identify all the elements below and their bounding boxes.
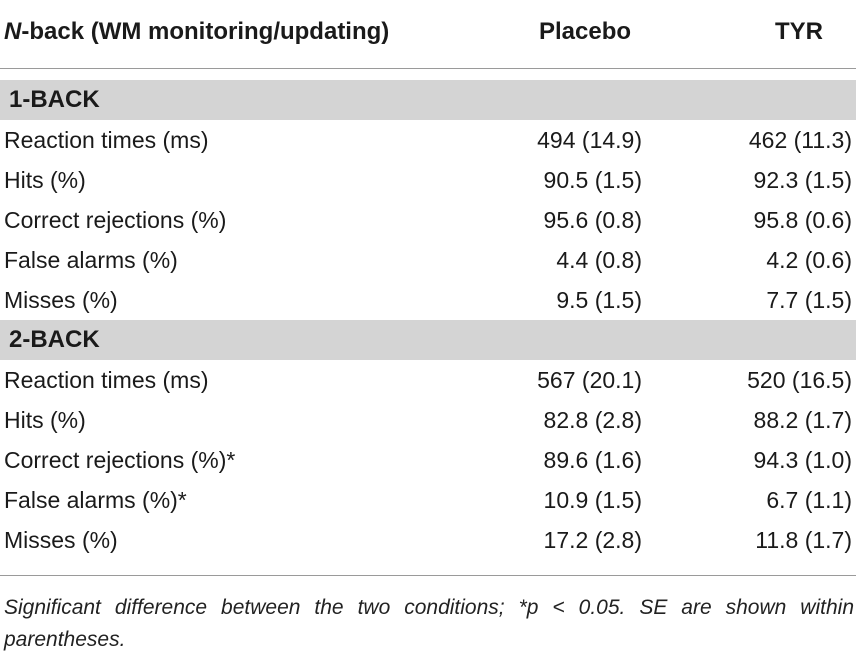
table-row: Misses (%) 17.2 (2.8) 11.8 (1.7) bbox=[0, 520, 856, 560]
table-row: Hits (%) 90.5 (1.5) 92.3 (1.5) bbox=[0, 160, 856, 200]
tyr-cell: 11.8 (1.7) bbox=[755, 527, 852, 553]
table-row: False alarms (%)* 10.9 (1.5) 6.7 (1.1) bbox=[0, 480, 856, 520]
table-row: Hits (%) 82.8 (2.8) 88.2 (1.7) bbox=[0, 400, 856, 440]
tyr-cell: 520 (16.5) bbox=[747, 367, 852, 393]
tyr-cell: 88.2 (1.7) bbox=[753, 407, 852, 433]
placebo-cell: 4.4 (0.8) bbox=[556, 247, 642, 273]
section-2-back: 2-BACK bbox=[0, 320, 856, 360]
tyr-cell: 7.7 (1.5) bbox=[766, 287, 852, 313]
measure-cell: Correct rejections (%) bbox=[4, 207, 227, 233]
tyr-cell: 94.3 (1.0) bbox=[753, 447, 852, 473]
placebo-cell: 82.8 (2.8) bbox=[543, 407, 642, 433]
placebo-cell: 9.5 (1.5) bbox=[556, 287, 642, 313]
tyr-cell: 4.2 (0.6) bbox=[766, 247, 852, 273]
placebo-cell: 567 (20.1) bbox=[537, 367, 642, 393]
header-task-rest: -back (WM monitoring/updating) bbox=[21, 18, 390, 45]
placebo-cell: 90.5 (1.5) bbox=[543, 167, 642, 193]
header-divider bbox=[0, 68, 856, 69]
table-row: Correct rejections (%)* 89.6 (1.6) 94.3 … bbox=[0, 440, 856, 480]
section-label: 1-BACK bbox=[9, 86, 100, 113]
table-row: Reaction times (ms) 494 (14.9) 462 (11.3… bbox=[0, 120, 856, 160]
tyr-cell: 95.8 (0.6) bbox=[753, 207, 852, 233]
table-row: Reaction times (ms) 567 (20.1) 520 (16.5… bbox=[0, 360, 856, 400]
header-task-italic: N bbox=[4, 18, 22, 45]
tyr-cell: 92.3 (1.5) bbox=[753, 167, 852, 193]
footer-divider bbox=[0, 575, 856, 576]
placebo-cell: 89.6 (1.6) bbox=[543, 447, 642, 473]
section-label: 2-BACK bbox=[9, 326, 100, 353]
measure-cell: Misses (%) bbox=[4, 527, 118, 553]
measure-cell: Reaction times (ms) bbox=[4, 367, 209, 393]
placebo-cell: 17.2 (2.8) bbox=[543, 527, 642, 553]
tyr-cell: 462 (11.3) bbox=[748, 127, 852, 153]
table-row: False alarms (%) 4.4 (0.8) 4.2 (0.6) bbox=[0, 240, 856, 280]
measure-cell: False alarms (%) bbox=[4, 247, 178, 273]
placebo-cell: 10.9 (1.5) bbox=[543, 487, 642, 513]
measure-cell: Misses (%) bbox=[4, 287, 118, 313]
table-row: Misses (%) 9.5 (1.5) 7.7 (1.5) bbox=[0, 280, 856, 320]
measure-cell: Hits (%) bbox=[4, 407, 86, 433]
measure-cell: Correct rejections (%)* bbox=[4, 447, 236, 473]
placebo-cell: 494 (14.9) bbox=[537, 127, 642, 153]
header-tyr: TYR bbox=[775, 18, 823, 45]
measure-cell: Hits (%) bbox=[4, 167, 86, 193]
tyr-cell: 6.7 (1.1) bbox=[766, 487, 852, 513]
header-task: N-back (WM monitoring/updating) bbox=[4, 17, 389, 47]
header-placebo: Placebo bbox=[539, 18, 632, 45]
table-footnote: Significant difference between the two c… bbox=[4, 596, 854, 651]
table-row: Correct rejections (%) 95.6 (0.8) 95.8 (… bbox=[0, 200, 856, 240]
measure-cell: False alarms (%)* bbox=[4, 487, 187, 513]
placebo-cell: 95.6 (0.8) bbox=[543, 207, 642, 233]
measure-cell: Reaction times (ms) bbox=[4, 127, 209, 153]
table-header-row: N-back (WM monitoring/updating) Placebo … bbox=[0, 0, 856, 68]
section-1-back: 1-BACK bbox=[0, 80, 856, 120]
